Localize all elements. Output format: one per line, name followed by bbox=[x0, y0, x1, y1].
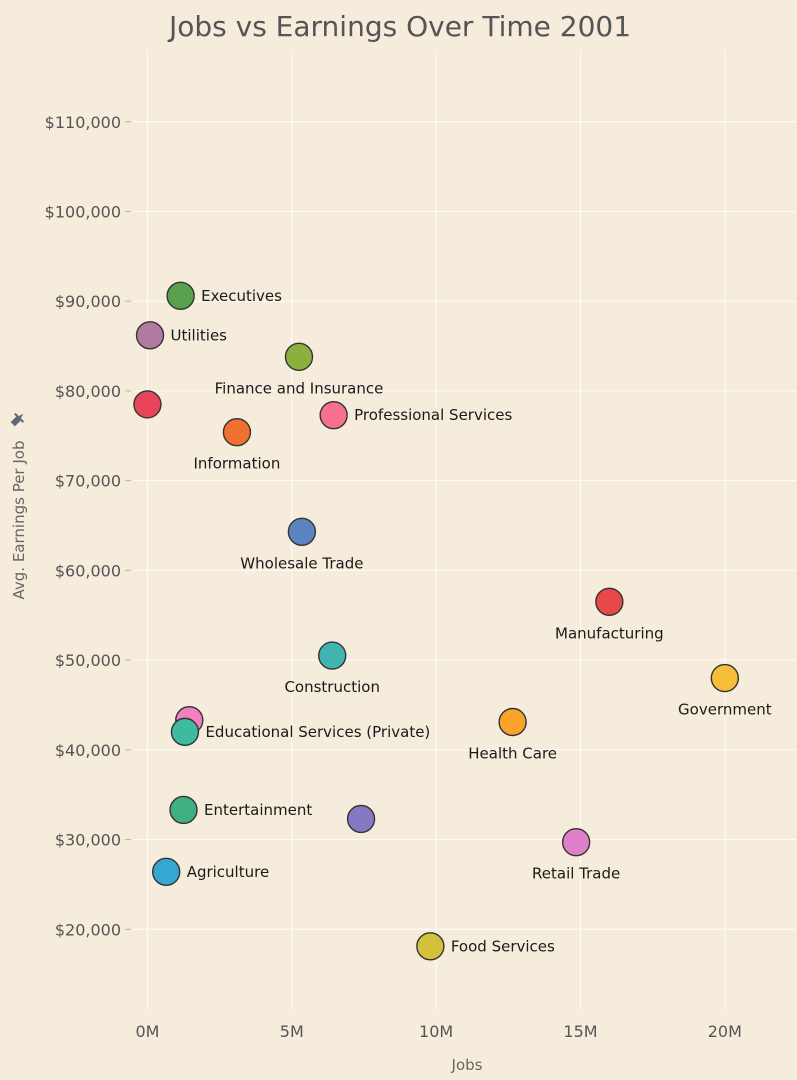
pin-icon[interactable] bbox=[9, 409, 28, 428]
chart-title: Jobs vs Earnings Over Time 2001 bbox=[167, 10, 631, 43]
point-label: Manufacturing bbox=[555, 624, 664, 642]
y-tick-label: $70,000 bbox=[55, 472, 121, 491]
data-point[interactable] bbox=[319, 400, 348, 430]
data-point[interactable] bbox=[498, 707, 527, 737]
data-point[interactable] bbox=[416, 932, 445, 961]
point-label: Executives bbox=[201, 287, 282, 305]
y-axis-title: Avg. Earnings Per Job bbox=[10, 441, 28, 600]
data-points bbox=[133, 281, 740, 961]
data-point[interactable] bbox=[284, 342, 314, 372]
data-point[interactable] bbox=[133, 390, 162, 419]
point-label: Food Services bbox=[451, 937, 555, 955]
x-tick-label: 15M bbox=[563, 1022, 597, 1041]
point-labels: Executives Utilities Finance and Insurance… bbox=[171, 287, 772, 955]
point-label: Utilities bbox=[171, 326, 228, 344]
data-point[interactable] bbox=[170, 717, 200, 747]
point-label: Finance and Insurance bbox=[215, 379, 384, 397]
y-tick-label: $60,000 bbox=[55, 561, 121, 580]
data-point[interactable] bbox=[287, 517, 317, 546]
y-tick-label: $90,000 bbox=[55, 292, 121, 311]
point-label: Entertainment bbox=[204, 801, 312, 819]
point-label: Retail Trade bbox=[532, 865, 620, 883]
data-point[interactable] bbox=[595, 587, 624, 616]
data-point[interactable] bbox=[318, 641, 347, 670]
y-tick-label: $40,000 bbox=[55, 741, 121, 760]
point-label: Agriculture bbox=[187, 863, 270, 881]
x-tick-label: 5M bbox=[280, 1022, 304, 1041]
data-point[interactable] bbox=[151, 857, 181, 887]
y-tick-label: $50,000 bbox=[55, 651, 121, 670]
data-point[interactable] bbox=[166, 281, 195, 311]
x-tick-label: 10M bbox=[419, 1022, 453, 1041]
point-label: Information bbox=[194, 455, 281, 473]
y-tick-label: $20,000 bbox=[55, 920, 121, 939]
data-point[interactable] bbox=[135, 321, 165, 350]
x-axis-ticks: 0M 5M 10M 15M 20M bbox=[135, 1022, 741, 1041]
point-label: Wholesale Trade bbox=[240, 554, 363, 572]
point-label: Professional Services bbox=[354, 406, 512, 424]
x-tick-label: 20M bbox=[708, 1022, 742, 1041]
x-axis-title: Jobs bbox=[451, 1056, 483, 1074]
point-label: Government bbox=[678, 701, 772, 719]
x-tick-label: 0M bbox=[135, 1022, 159, 1041]
y-axis-ticks: $20,000 $30,000 $40,000 $50,000 $60,000 $70,0… bbox=[45, 113, 131, 939]
point-label: Health Care bbox=[468, 745, 557, 763]
y-tick-label: $110,000 bbox=[45, 113, 121, 132]
data-point[interactable] bbox=[222, 418, 252, 447]
point-label: Educational Services (Private) bbox=[205, 723, 430, 741]
point-label: Construction bbox=[284, 678, 380, 696]
data-point[interactable] bbox=[561, 828, 591, 857]
data-point[interactable] bbox=[346, 804, 376, 834]
data-point[interactable] bbox=[169, 795, 198, 825]
y-tick-label: $80,000 bbox=[55, 382, 121, 401]
y-tick-label: $100,000 bbox=[45, 202, 121, 221]
y-axis-title-group: Avg. Earnings Per Job bbox=[10, 441, 28, 600]
data-point[interactable] bbox=[710, 663, 740, 693]
y-tick-label: $30,000 bbox=[55, 831, 121, 850]
